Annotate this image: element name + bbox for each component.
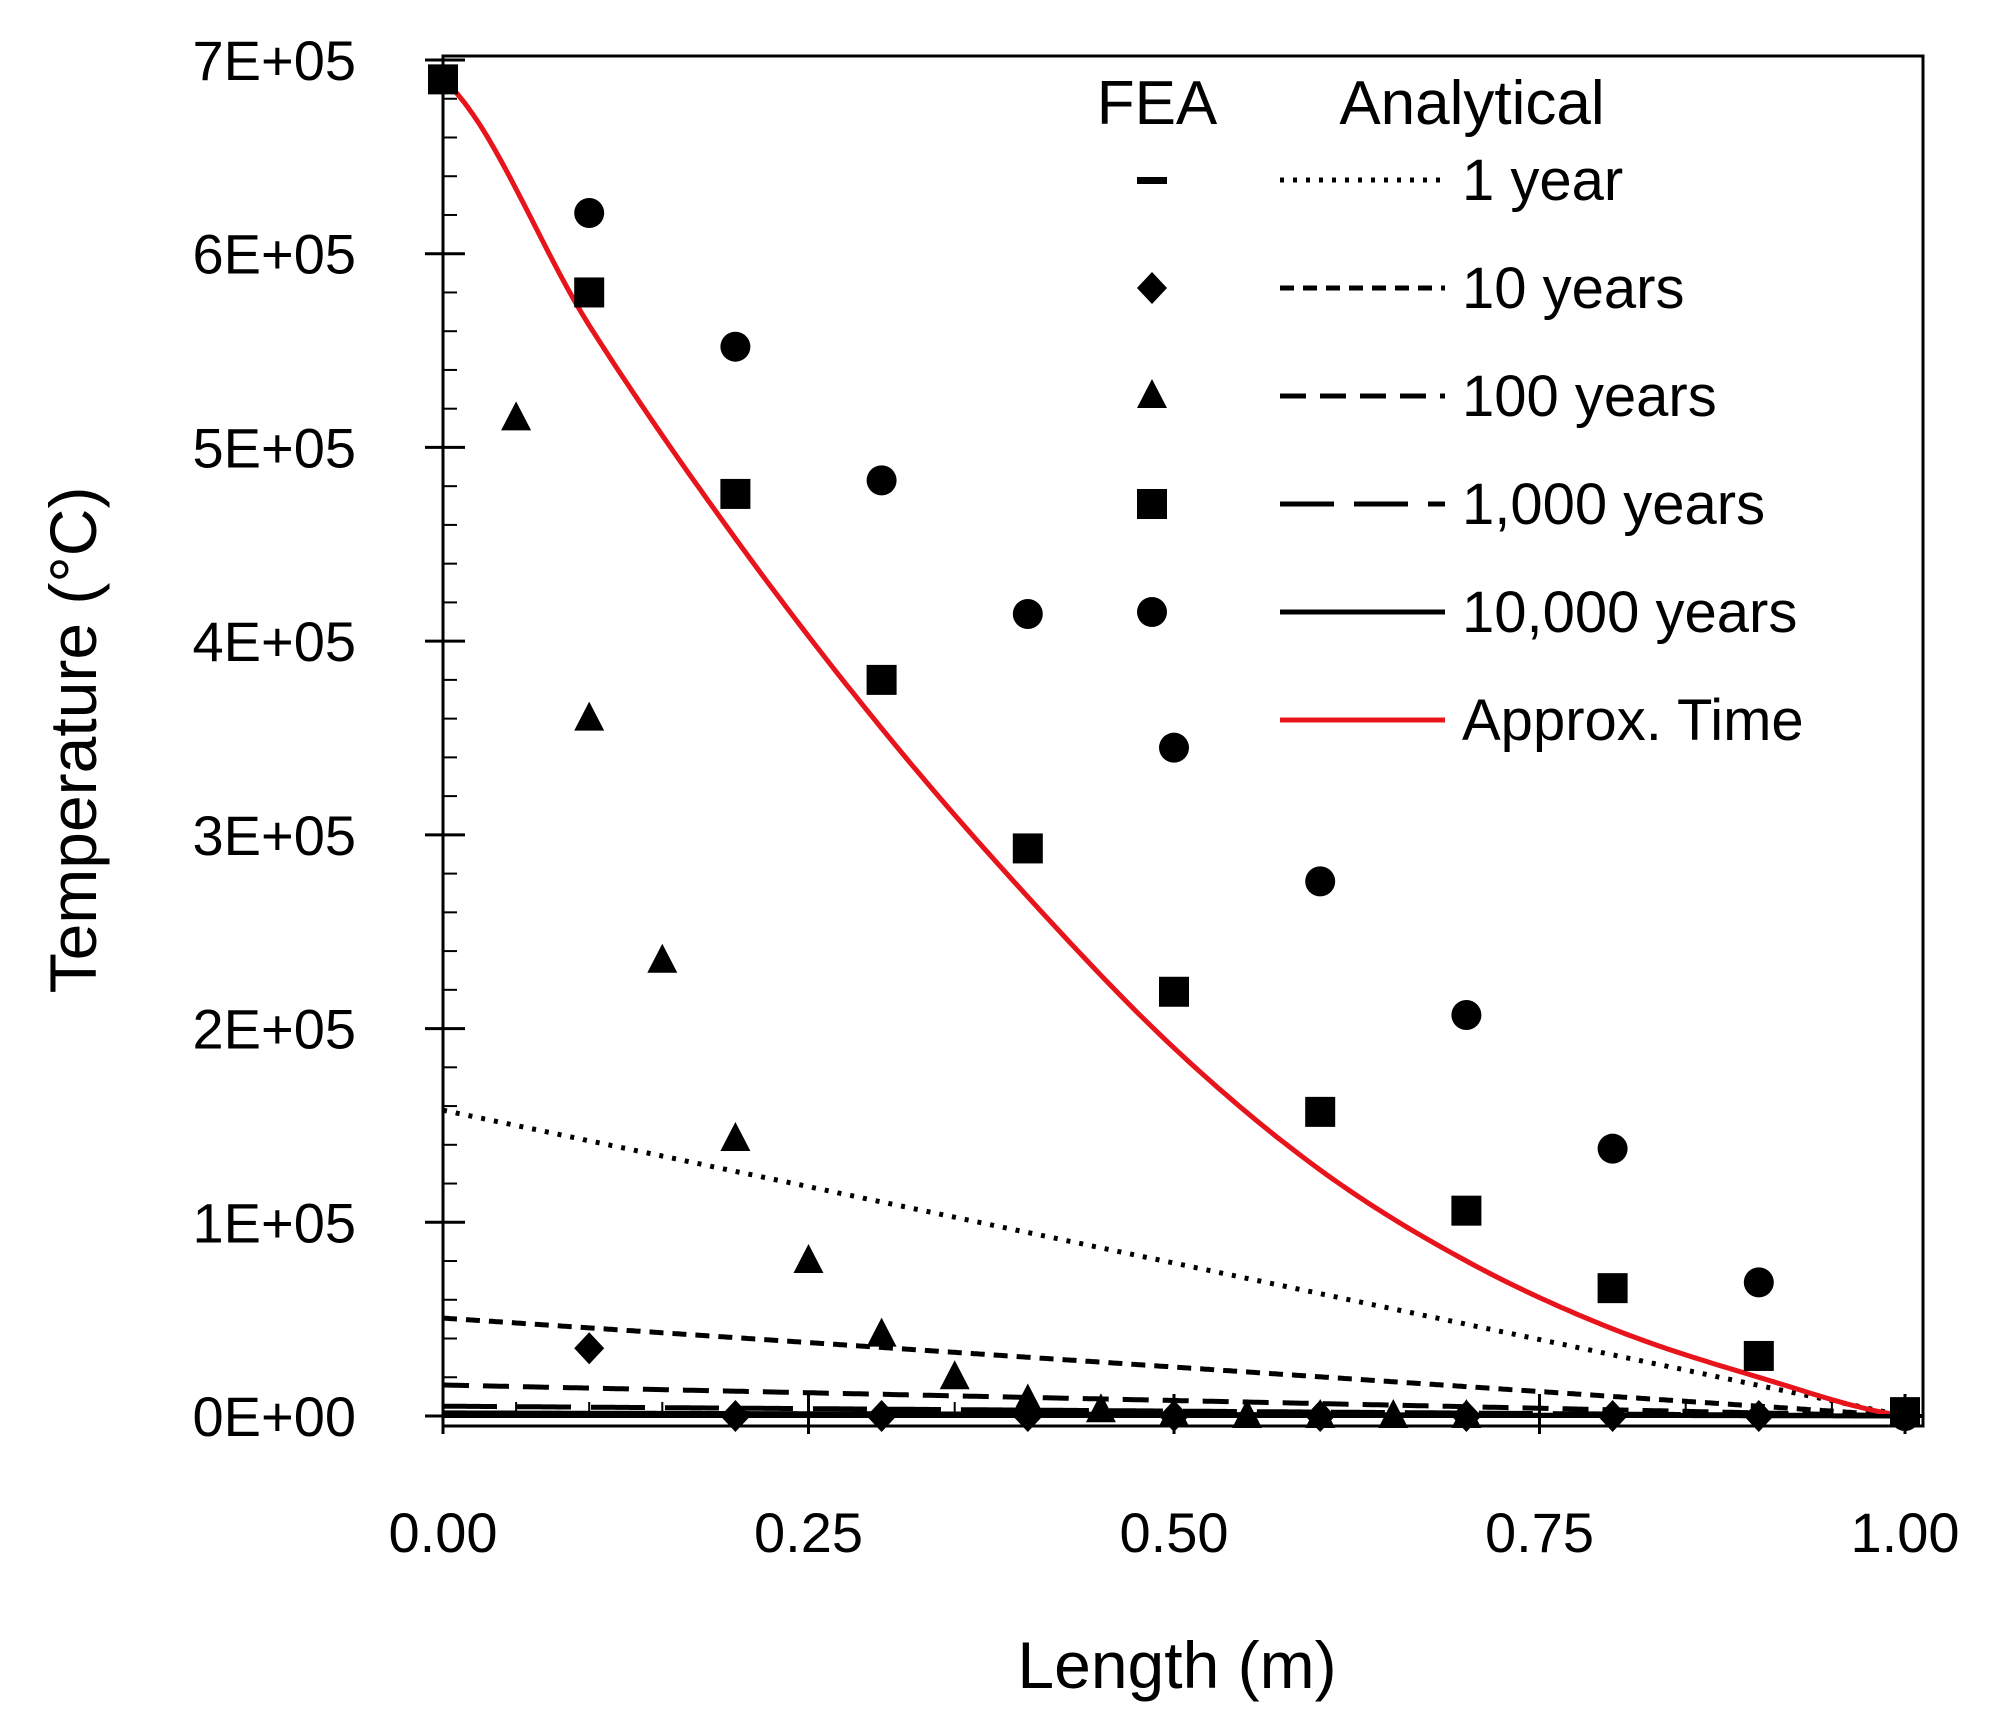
legend-label: 10 years (1462, 256, 1684, 321)
fea-marker-circle (1012, 599, 1043, 630)
fea-marker-triangle (1451, 1399, 1482, 1428)
fea-marker-circle (1597, 1133, 1628, 1164)
y-tick-label: 2E+05 (193, 998, 357, 1061)
fea-marker-square (1305, 1096, 1336, 1127)
fea-marker-square (1012, 833, 1043, 864)
fea-marker-diamond (1597, 1400, 1628, 1432)
legend: FEA Analytical 1 year 10 years 100 years 1,… (1097, 69, 1804, 753)
x-tick-label: 0.50 (1120, 1501, 1229, 1564)
y-tick-label: 1E+05 (193, 1191, 357, 1254)
fea-marker-circle (1451, 1000, 1482, 1031)
x-axis-title: Length (m) (1017, 1628, 1336, 1702)
legend-label: 1,000 years (1462, 472, 1765, 537)
fea-marker-circle (1159, 732, 1189, 763)
fea-marker-diamond (866, 1400, 897, 1432)
fea-marker-circle (866, 465, 897, 496)
fea-marker-triangle (574, 701, 605, 731)
series-line-1-year (442, 1107, 1906, 1419)
legend-header-analytical: Analytical (1339, 69, 1604, 138)
fea-marker-triangle (866, 1317, 897, 1347)
fea-marker-diamond (720, 1400, 751, 1432)
legend-label: 1 year (1462, 148, 1623, 213)
fea-marker-triangle (1378, 1399, 1409, 1428)
fea-marker-triangle (1159, 1397, 1189, 1427)
y-tick-label: 5E+05 (193, 416, 357, 479)
y-tick-label: 0E+00 (193, 1385, 357, 1448)
y-tick-label: 6E+05 (193, 223, 357, 286)
fea-marker-triangle (1305, 1399, 1336, 1428)
fea-marker-square (720, 478, 751, 509)
y-tick-label: 3E+05 (193, 804, 357, 867)
legend-header-fea: FEA (1097, 69, 1218, 138)
fea-marker-circle (1305, 866, 1336, 897)
series-markers (428, 62, 1920, 1432)
fea-marker-triangle (1085, 1393, 1116, 1423)
fea-marker-square (1451, 1195, 1482, 1226)
fea-marker-triangle (647, 943, 678, 973)
fea-marker-triangle (1232, 1399, 1263, 1428)
fea-marker-triangle (939, 1360, 970, 1390)
legend-label: 10,000 years (1462, 580, 1797, 645)
legend-label: Approx. Time (1462, 688, 1804, 753)
x-tick-label: 0.25 (754, 1501, 863, 1564)
fea-marker-square (866, 664, 897, 695)
series-line-10-years (442, 1315, 1906, 1419)
y-axis-title: Temperature (°C) (36, 487, 110, 994)
fea-marker-triangle (1012, 1383, 1043, 1413)
fea-marker-diamond (574, 1332, 605, 1365)
x-tick-label: 1.00 (1851, 1501, 1960, 1564)
fea-marker-circle (1890, 1401, 1920, 1431)
legend-marker-circle (1137, 597, 1167, 627)
fea-marker-circle (574, 198, 605, 229)
fea-marker-triangle (793, 1244, 824, 1274)
fea-marker-circle (1743, 1267, 1774, 1298)
fea-marker-circle (428, 64, 458, 95)
fea-marker-square (574, 277, 605, 308)
fea-marker-diamond (1743, 1400, 1774, 1432)
legend-marker-diamond (1137, 272, 1167, 304)
y-tick-labels: 0E+00 1E+05 2E+05 3E+05 4E+05 5E+05 6E+05 7E+05 (193, 29, 357, 1448)
fea-marker-square (1743, 1340, 1774, 1371)
series-line-approx-time (441, 77, 1906, 1419)
legend-label: 100 years (1462, 364, 1717, 429)
x-tick-label: 0.75 (1485, 1501, 1594, 1564)
y-tick-label: 7E+05 (193, 29, 357, 92)
legend-marker-triangle (1137, 379, 1167, 408)
legend-marker-square (1137, 489, 1167, 519)
fea-marker-square (1159, 976, 1189, 1007)
fea-marker-square (1597, 1273, 1628, 1304)
legend-marker-dash (1137, 177, 1167, 184)
fea-marker-triangle (501, 401, 532, 431)
x-tick-label: 0.00 (389, 1501, 498, 1564)
x-tick-labels: 0.00 0.25 0.50 0.75 1.00 (389, 1501, 1960, 1564)
legend-entries: 1 year 10 years 100 years 1,000 years 10,000… (1137, 148, 1804, 753)
fea-marker-triangle (720, 1121, 751, 1151)
fea-marker-circle (720, 331, 751, 362)
y-tick-label: 4E+05 (193, 610, 357, 673)
